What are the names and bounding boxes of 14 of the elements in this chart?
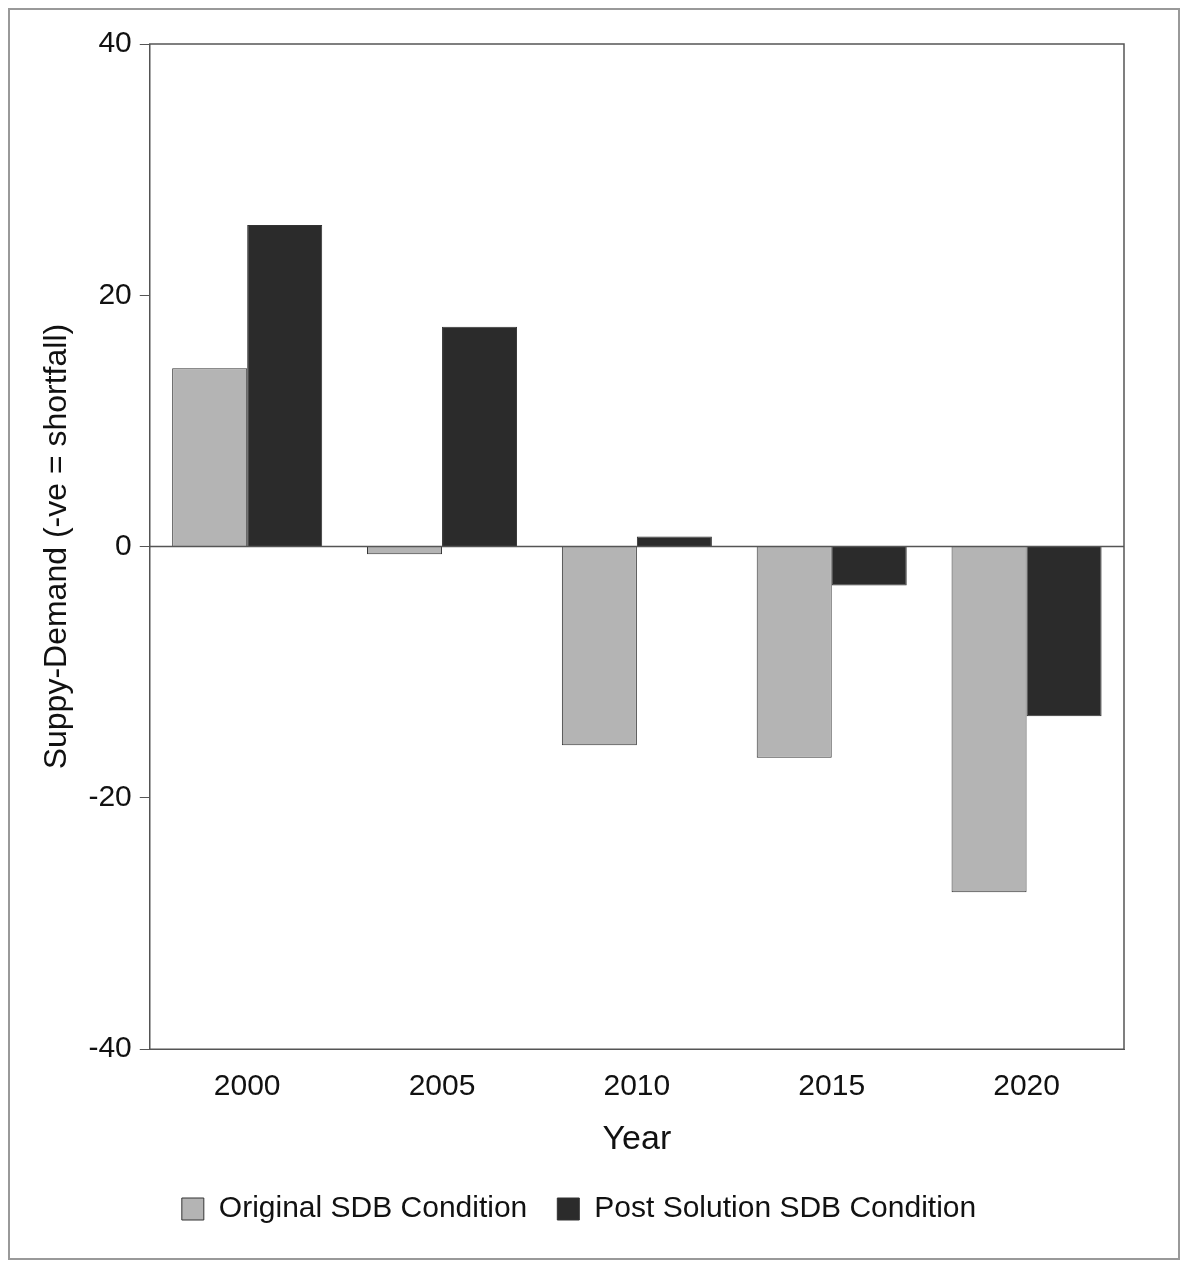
y-tick-label: 20 bbox=[98, 276, 132, 310]
x-tick-label: 2015 bbox=[798, 1068, 866, 1102]
y-tick-label: 40 bbox=[98, 25, 132, 59]
y-tick-label: -20 bbox=[88, 779, 132, 813]
legend-label: Original SDB Condition bbox=[218, 1190, 528, 1224]
x-tick-label: 2005 bbox=[408, 1068, 476, 1102]
y-axis-title: Suppy-Demand (-ve = shortfall) bbox=[37, 323, 74, 770]
x-axis-title: Year bbox=[602, 1117, 672, 1156]
y-tick-label: -40 bbox=[88, 1030, 132, 1064]
legend-label: Post Solution SDB Condition bbox=[594, 1190, 977, 1224]
x-tick-label: 2000 bbox=[213, 1068, 281, 1102]
x-tick-label: 2010 bbox=[603, 1068, 671, 1102]
x-tick-label: 2020 bbox=[993, 1068, 1060, 1102]
y-tick-label: 0 bbox=[115, 527, 132, 561]
